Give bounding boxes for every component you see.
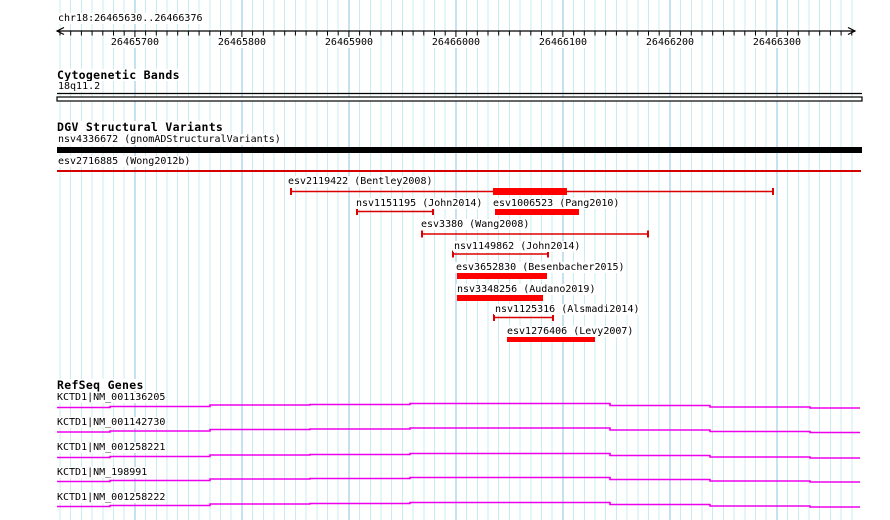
ruler-left-arrow-icon — [55, 26, 65, 36]
variant-thick-bar[interactable] — [457, 295, 543, 301]
cytogenetic-section-title: Cytogenetic Bands — [57, 68, 180, 82]
variant-label[interactable]: nsv1149862 (John2014) — [453, 241, 582, 252]
ruler-tick-label: 26466200 — [645, 37, 695, 48]
variant-thick-bar[interactable] — [507, 336, 595, 342]
cytoband-rect[interactable] — [56, 96, 863, 102]
variant-span-bar[interactable] — [57, 170, 861, 172]
gene-intron-line[interactable] — [57, 402, 860, 409]
ruler-tick-label: 26465900 — [324, 37, 374, 48]
gene-label[interactable]: KCTD1|NM_198991 — [56, 467, 149, 478]
cytoband-shape[interactable] — [56, 92, 863, 102]
cytogenetic-band-label[interactable]: 18q11.2 — [57, 81, 102, 92]
variant-label[interactable]: esv2119422 (Bentley2008) — [287, 176, 434, 187]
ruler-tick-label: 26466000 — [431, 37, 481, 48]
variant-thick-bar[interactable] — [457, 273, 547, 279]
full-width-variant-bars[interactable] — [57, 147, 862, 172]
gene-lines[interactable] — [57, 402, 860, 508]
variant-label[interactable]: nsv3348256 (Audano2019) — [456, 284, 597, 295]
variant-label[interactable]: nsv4336672 (gnomADStructuralVariants) — [57, 134, 282, 145]
dgv-section-title: DGV Structural Variants — [57, 120, 224, 134]
gene-label[interactable]: KCTD1|NM_001258221 — [56, 442, 167, 453]
variant-label[interactable]: esv3380 (Wang2008) — [420, 219, 531, 230]
ruler-tick-label: 26466100 — [538, 37, 588, 48]
variant-label[interactable]: esv1276406 (Levy2007) — [506, 326, 635, 337]
ruler-tick-label: 26466300 — [752, 37, 802, 48]
gene-label[interactable]: KCTD1|NM_001258222 — [56, 492, 167, 503]
grid-lines — [59, 0, 853, 520]
location-label: chr18:26465630..26466376 — [57, 13, 204, 24]
gene-intron-line[interactable] — [57, 476, 860, 483]
gene-intron-line[interactable] — [57, 452, 860, 459]
ruler-right-arrow-icon — [847, 26, 857, 36]
variant-label[interactable]: nsv1151195 (John2014) — [355, 198, 484, 209]
coordinate-ruler[interactable] — [55, 26, 857, 39]
variant-label[interactable]: nsv1125316 (Alsmadi2014) — [494, 304, 641, 315]
variant-label[interactable]: esv2716885 (Wong2012b) — [57, 156, 192, 167]
gene-intron-line[interactable] — [57, 501, 860, 508]
refseq-section-title: RefSeq Genes — [57, 378, 144, 392]
variant-label[interactable]: esv1006523 (Pang2010) — [492, 198, 621, 209]
ruler-tick-label: 26465800 — [217, 37, 267, 48]
variant-label[interactable]: esv3652830 (Besenbacher2015) — [455, 262, 626, 273]
variant-thick-segment[interactable] — [493, 188, 567, 195]
gene-intron-line[interactable] — [57, 427, 860, 434]
gene-label[interactable]: KCTD1|NM_001136205 — [56, 392, 167, 403]
variant-span-bar[interactable] — [57, 147, 862, 153]
gene-label[interactable]: KCTD1|NM_001142730 — [56, 417, 167, 428]
ruler-tick-label: 26465700 — [110, 37, 160, 48]
variant-shapes[interactable] — [290, 188, 774, 342]
variant-thick-bar[interactable] — [495, 209, 579, 215]
